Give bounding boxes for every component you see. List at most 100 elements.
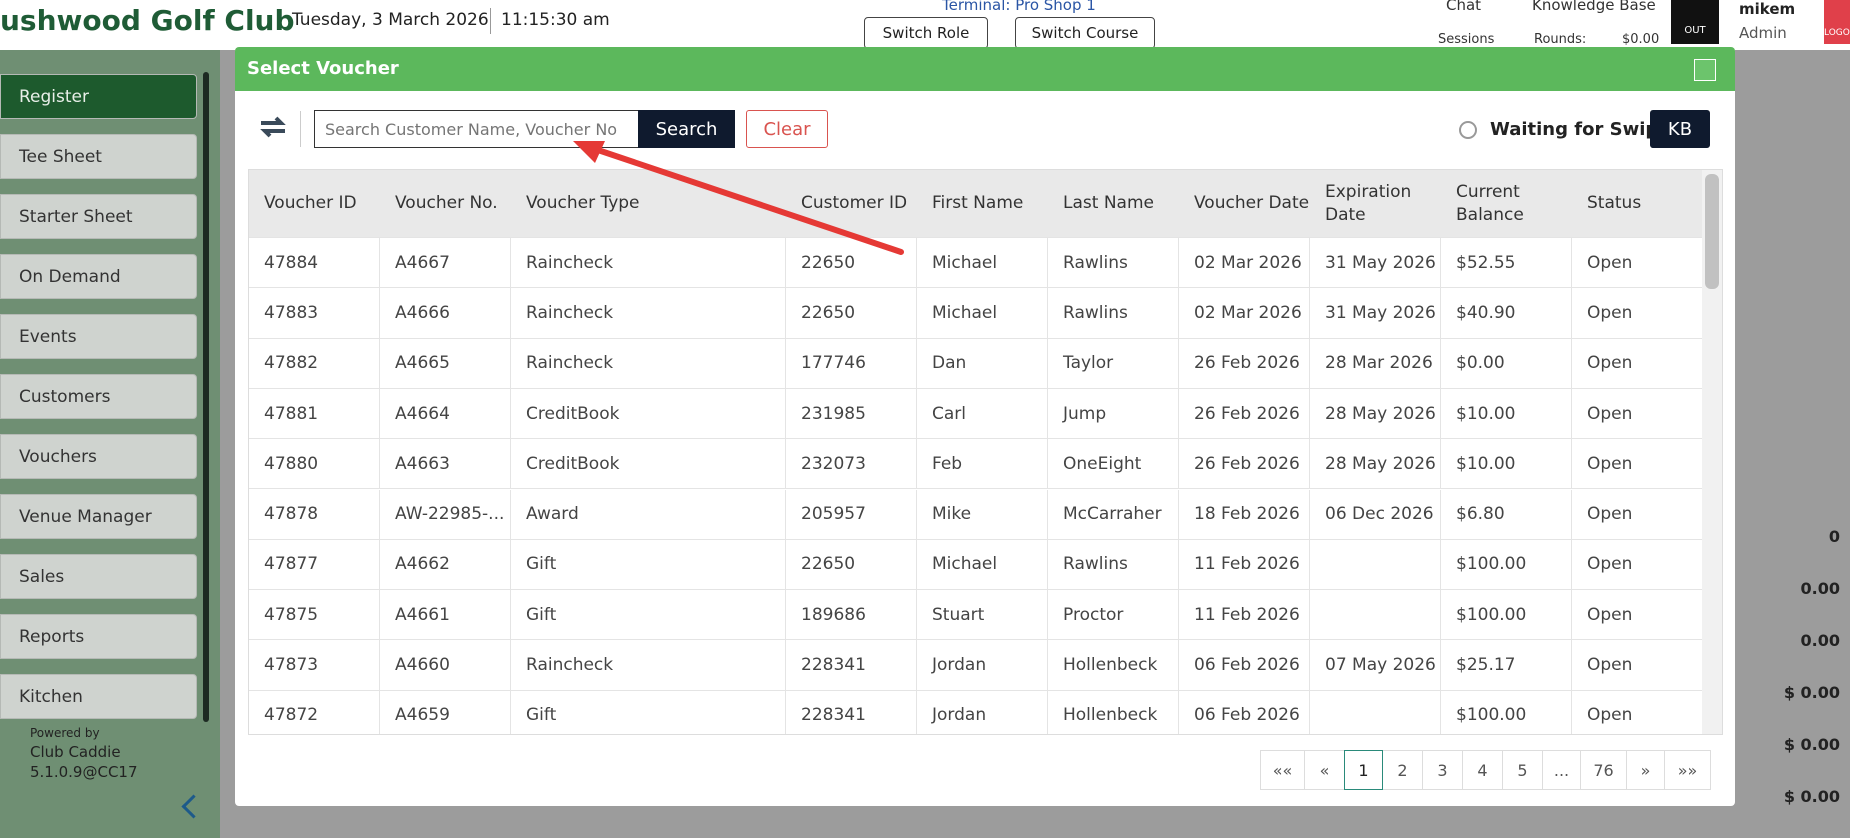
- table-cell[interactable]: AW-22985-...: [380, 489, 511, 540]
- table-cell[interactable]: $52.55: [1441, 238, 1572, 289]
- clock-out-button[interactable]: OUT: [1671, 0, 1719, 44]
- search-button[interactable]: Search: [638, 110, 735, 148]
- table-cell[interactable]: [1310, 690, 1441, 734]
- table-cell[interactable]: A4665: [380, 338, 511, 389]
- table-cell[interactable]: 28 May 2026: [1310, 439, 1441, 490]
- table-cell[interactable]: 47883: [249, 288, 380, 339]
- table-cell[interactable]: 22650: [786, 539, 917, 591]
- table-cell[interactable]: 28 Mar 2026: [1310, 338, 1441, 389]
- nav-item[interactable]: Customers: [0, 374, 197, 419]
- table-cell[interactable]: $10.00: [1441, 388, 1572, 440]
- column-header[interactable]: First Name: [917, 170, 1048, 238]
- column-header[interactable]: Expiration Date: [1310, 170, 1441, 238]
- column-header[interactable]: Last Name: [1048, 170, 1179, 238]
- table-cell[interactable]: Raincheck: [511, 640, 786, 691]
- table-cell[interactable]: Open: [1572, 690, 1704, 734]
- nav-item[interactable]: On Demand: [0, 254, 197, 299]
- table-cell[interactable]: 18 Feb 2026: [1179, 489, 1310, 540]
- table-cell[interactable]: 11 Feb 2026: [1179, 590, 1310, 641]
- table-cell[interactable]: Open: [1572, 539, 1704, 591]
- column-header[interactable]: Current Balance: [1441, 170, 1572, 238]
- table-cell[interactable]: OneEight: [1048, 439, 1179, 490]
- table-cell[interactable]: Raincheck: [511, 238, 786, 289]
- table-cell[interactable]: Gift: [511, 690, 786, 734]
- table-cell[interactable]: McCarraher: [1048, 489, 1179, 540]
- page-link[interactable]: »»: [1664, 750, 1711, 790]
- table-cell[interactable]: 07 May 2026: [1310, 640, 1441, 691]
- table-cell[interactable]: 231985: [786, 388, 917, 440]
- table-cell[interactable]: Raincheck: [511, 338, 786, 389]
- page-link[interactable]: 2: [1382, 750, 1423, 790]
- column-header[interactable]: Status: [1572, 170, 1704, 238]
- table-cell[interactable]: Jordan: [917, 640, 1048, 691]
- sessions-link[interactable]: Sessions: [1438, 32, 1495, 47]
- table-cell[interactable]: $25.17: [1441, 640, 1572, 691]
- table-cell[interactable]: A4659: [380, 690, 511, 734]
- page-link[interactable]: ««: [1260, 750, 1305, 790]
- table-cell[interactable]: Gift: [511, 539, 786, 591]
- table-cell[interactable]: 47875: [249, 590, 380, 641]
- table-cell[interactable]: Gift: [511, 590, 786, 641]
- nav-item[interactable]: Register: [0, 74, 197, 119]
- table-cell[interactable]: 22650: [786, 238, 917, 289]
- table-cell[interactable]: Rawlins: [1048, 288, 1179, 339]
- scroll-thumb[interactable]: [1705, 174, 1719, 289]
- table-cell[interactable]: Mike: [917, 489, 1048, 540]
- page-link[interactable]: 3: [1422, 750, 1463, 790]
- kb-button[interactable]: KB: [1650, 110, 1710, 148]
- table-cell[interactable]: CreditBook: [511, 388, 786, 440]
- table-cell[interactable]: 02 Mar 2026: [1179, 238, 1310, 289]
- table-cell[interactable]: $0.00: [1441, 338, 1572, 389]
- nav-item[interactable]: Sales: [0, 554, 197, 599]
- table-cell[interactable]: 47872: [249, 690, 380, 734]
- table-cell[interactable]: Open: [1572, 338, 1704, 389]
- column-header[interactable]: Voucher Date: [1179, 170, 1310, 238]
- refresh-icon[interactable]: [257, 114, 289, 140]
- table-cell[interactable]: $6.80: [1441, 489, 1572, 540]
- table-cell[interactable]: 47881: [249, 388, 380, 440]
- table-cell[interactable]: 02 Mar 2026: [1179, 288, 1310, 339]
- table-cell[interactable]: [1310, 539, 1441, 591]
- table-cell[interactable]: Stuart: [917, 590, 1048, 641]
- table-cell[interactable]: 06 Dec 2026: [1310, 489, 1441, 540]
- table-cell[interactable]: $40.90: [1441, 288, 1572, 339]
- table-cell[interactable]: 189686: [786, 590, 917, 641]
- table-cell[interactable]: Open: [1572, 388, 1704, 440]
- nav-item[interactable]: Vouchers: [0, 434, 197, 479]
- table-cell[interactable]: 26 Feb 2026: [1179, 388, 1310, 440]
- table-cell[interactable]: A4660: [380, 640, 511, 691]
- page-link[interactable]: ...: [1542, 750, 1581, 790]
- table-cell[interactable]: $10.00: [1441, 439, 1572, 490]
- table-cell[interactable]: 31 May 2026: [1310, 238, 1441, 289]
- table-cell[interactable]: $100.00: [1441, 690, 1572, 734]
- table-cell[interactable]: Proctor: [1048, 590, 1179, 641]
- table-cell[interactable]: 26 Feb 2026: [1179, 439, 1310, 490]
- table-cell[interactable]: 31 May 2026: [1310, 288, 1441, 339]
- table-cell[interactable]: Open: [1572, 288, 1704, 339]
- page-link[interactable]: «: [1304, 750, 1345, 790]
- table-cell[interactable]: 47882: [249, 338, 380, 389]
- table-cell[interactable]: A4663: [380, 439, 511, 490]
- table-cell[interactable]: Michael: [917, 238, 1048, 289]
- table-cell[interactable]: 205957: [786, 489, 917, 540]
- table-cell[interactable]: A4664: [380, 388, 511, 440]
- table-cell[interactable]: CreditBook: [511, 439, 786, 490]
- table-cell[interactable]: 232073: [786, 439, 917, 490]
- close-button[interactable]: [1694, 59, 1716, 81]
- table-cell[interactable]: 06 Feb 2026: [1179, 640, 1310, 691]
- table-cell[interactable]: $100.00: [1441, 590, 1572, 641]
- page-link[interactable]: 5: [1502, 750, 1543, 790]
- table-cell[interactable]: 26 Feb 2026: [1179, 338, 1310, 389]
- table-cell[interactable]: 28 May 2026: [1310, 388, 1441, 440]
- table-cell[interactable]: Award: [511, 489, 786, 540]
- table-cell[interactable]: 228341: [786, 690, 917, 734]
- clear-button[interactable]: Clear: [746, 110, 828, 148]
- nav-item[interactable]: Reports: [0, 614, 197, 659]
- nav-item[interactable]: Starter Sheet: [0, 194, 197, 239]
- table-cell[interactable]: [1310, 590, 1441, 641]
- table-cell[interactable]: A4666: [380, 288, 511, 339]
- table-cell[interactable]: Michael: [917, 288, 1048, 339]
- table-cell[interactable]: Hollenbeck: [1048, 690, 1179, 734]
- table-cell[interactable]: Taylor: [1048, 338, 1179, 389]
- column-header[interactable]: Customer ID: [786, 170, 917, 238]
